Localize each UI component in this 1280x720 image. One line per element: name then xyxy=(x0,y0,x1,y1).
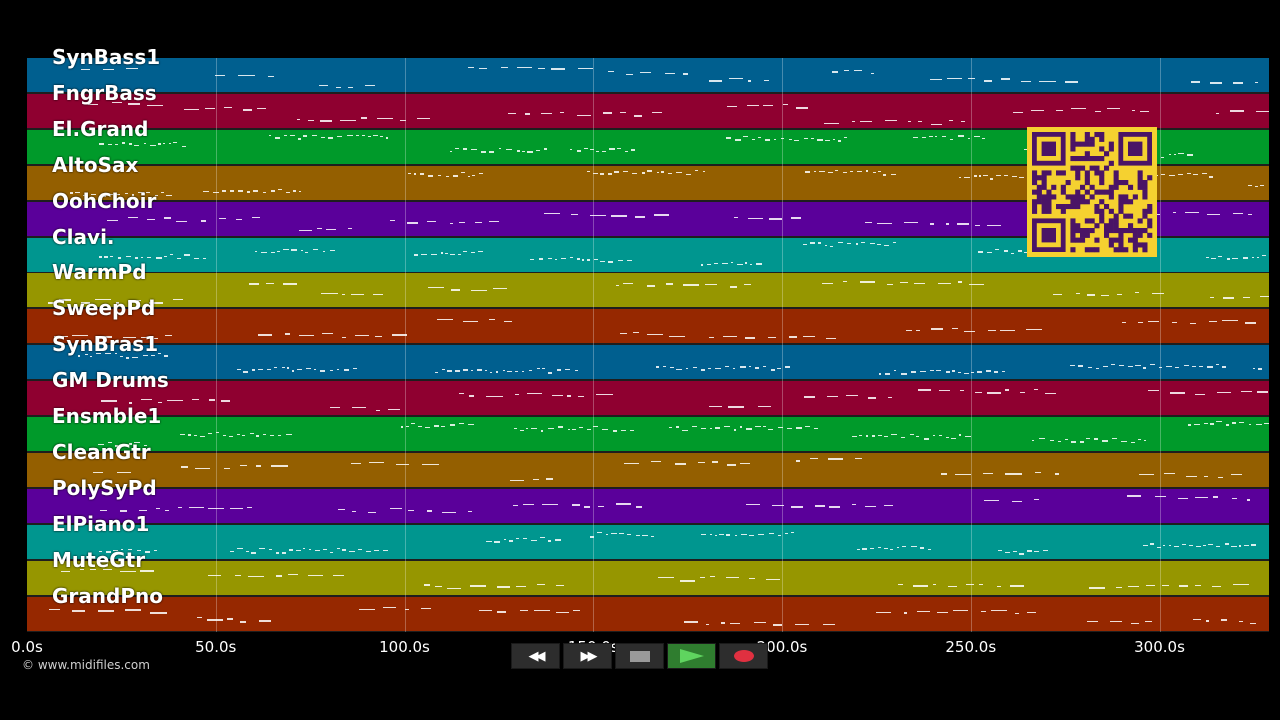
play-icon xyxy=(679,649,704,663)
note-marks xyxy=(27,525,1269,559)
rewind-button[interactable]: ◀◀ xyxy=(511,643,560,669)
stop-button[interactable] xyxy=(615,643,664,669)
note-marks xyxy=(27,561,1269,595)
track-lane[interactable] xyxy=(27,488,1269,525)
tick-label: 300.0s xyxy=(1134,638,1185,656)
note-marks xyxy=(27,58,1269,92)
record-button[interactable] xyxy=(719,643,768,669)
track-lane[interactable] xyxy=(27,273,1269,310)
track-label: Ensmble1 xyxy=(52,404,162,428)
play-button[interactable] xyxy=(667,643,716,669)
fast-forward-button[interactable]: ▶▶ xyxy=(563,643,612,669)
gridline xyxy=(970,58,972,632)
note-marks xyxy=(27,94,1269,128)
stop-icon xyxy=(629,650,650,662)
track-label: GrandPno xyxy=(52,583,163,608)
track-label: SweepPd xyxy=(52,296,156,321)
track-label: CleanGtr xyxy=(52,439,151,464)
note-marks xyxy=(27,597,1269,631)
gridline xyxy=(782,58,783,632)
gridline xyxy=(404,58,406,632)
note-marks xyxy=(27,202,1269,236)
track-lane[interactable] xyxy=(27,524,1269,561)
tick-label: 50.0s xyxy=(195,638,237,656)
track-lane[interactable] xyxy=(27,345,1269,382)
tick-label: 0.0s xyxy=(11,638,43,656)
track-label: ElPiano1 xyxy=(52,511,150,536)
gridline xyxy=(215,58,217,632)
note-marks xyxy=(27,489,1269,523)
note-marks xyxy=(27,345,1269,379)
tick-label: 100.0s xyxy=(379,638,430,656)
track-lane[interactable] xyxy=(27,452,1269,489)
gridline xyxy=(593,58,595,632)
record-icon xyxy=(733,650,754,662)
track-label: FngrBass xyxy=(52,80,157,105)
track-lane[interactable] xyxy=(27,417,1269,453)
track-label: SynBass1 xyxy=(52,45,161,69)
transport-controls: ◀◀ ▶▶ xyxy=(511,643,768,669)
track-lane[interactable] xyxy=(27,381,1269,418)
note-marks xyxy=(27,381,1269,415)
track-label: WarmPd xyxy=(52,260,147,285)
track-label: OohChoir xyxy=(52,188,157,213)
track-label: El.Grand xyxy=(52,116,149,141)
note-marks xyxy=(27,166,1269,200)
tick-label: 200.0s xyxy=(756,638,808,656)
track-lane[interactable] xyxy=(27,93,1269,130)
track-lane[interactable] xyxy=(27,560,1269,597)
copyright-text: © www.midifiles.com xyxy=(22,658,150,672)
note-marks xyxy=(27,309,1269,343)
rewind-icon: ◀◀ xyxy=(528,648,546,664)
track-label: Clavi. xyxy=(52,224,115,249)
note-marks xyxy=(27,273,1269,307)
track-label: GM Drums xyxy=(52,368,169,393)
track-label: AltoSax xyxy=(52,152,139,177)
track-label: MuteGtr xyxy=(52,547,146,572)
track-lane[interactable] xyxy=(27,309,1269,346)
note-marks xyxy=(27,417,1269,451)
qr-code-icon xyxy=(1027,127,1157,257)
track-lane[interactable] xyxy=(27,596,1269,632)
tick-label: 250.0s xyxy=(945,638,997,656)
track-lane[interactable] xyxy=(27,58,1269,94)
track-label: PolySyPd xyxy=(52,475,157,500)
fast-forward-icon: ▶▶ xyxy=(580,648,598,664)
note-marks xyxy=(27,453,1269,487)
track-label: SynBras1 xyxy=(52,332,159,357)
gridline xyxy=(1159,58,1161,632)
